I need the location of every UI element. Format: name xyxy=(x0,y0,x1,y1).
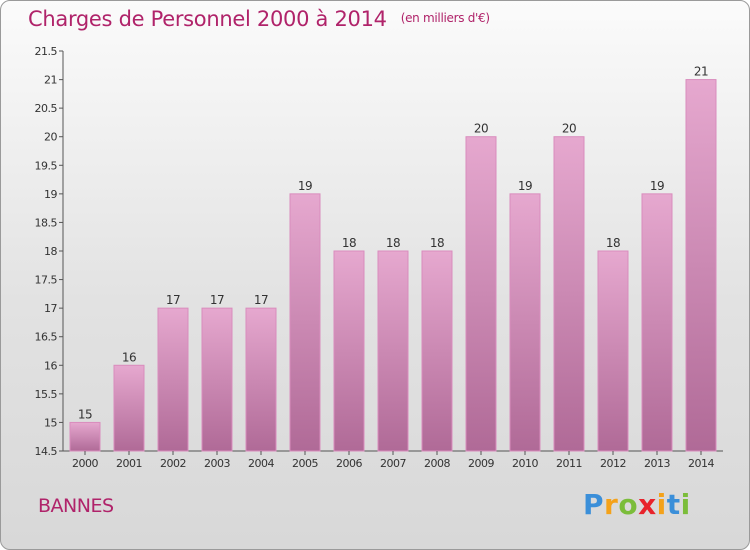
y-tick-label: 16 xyxy=(44,359,57,372)
bar xyxy=(157,307,189,452)
bar-value-label: 20 xyxy=(474,122,488,136)
y-tick-label: 15.5 xyxy=(35,388,58,401)
proxiti-logo: Proxiti xyxy=(583,488,691,521)
x-tick-label: 2011 xyxy=(556,457,582,470)
y-tick-label: 16.5 xyxy=(35,331,58,344)
x-tick-label: 2003 xyxy=(204,457,230,470)
bar xyxy=(421,250,453,452)
bar-value-label: 18 xyxy=(430,236,444,250)
bar-value-label: 18 xyxy=(386,236,400,250)
logo-letter: o xyxy=(618,488,639,521)
bar xyxy=(685,79,717,452)
y-tick-label: 15 xyxy=(44,416,57,429)
y-tick-label: 21.5 xyxy=(35,45,58,58)
x-tick-label: 2007 xyxy=(380,457,406,470)
bar xyxy=(553,136,585,452)
x-tick-label: 2001 xyxy=(116,457,142,470)
bar xyxy=(597,250,629,452)
bar-value-label: 17 xyxy=(166,293,180,307)
bar xyxy=(641,193,673,452)
x-tick-label: 2013 xyxy=(644,457,670,470)
bar xyxy=(113,364,145,452)
logo-letter: r xyxy=(604,488,619,521)
x-tick-label: 2014 xyxy=(688,457,714,470)
y-tick-label: 20 xyxy=(44,131,57,144)
x-tick-label: 2008 xyxy=(424,457,450,470)
logo-letter: i xyxy=(656,488,667,521)
logo-letter: t xyxy=(666,488,681,521)
bar-value-label: 19 xyxy=(298,179,312,193)
x-tick-label: 2002 xyxy=(160,457,186,470)
logo-letter: i xyxy=(680,488,691,521)
y-tick-label: 19 xyxy=(44,188,57,201)
x-tick-label: 2000 xyxy=(72,457,98,470)
logo-letter: x xyxy=(638,488,657,521)
chart-title-text: Charges de Personnel 2000 à 2014 xyxy=(28,7,387,31)
y-tick-label: 20.5 xyxy=(35,102,58,115)
bar xyxy=(333,250,365,452)
bar-value-label: 15 xyxy=(78,407,92,421)
bar xyxy=(289,193,321,452)
y-tick-label: 21 xyxy=(44,74,57,87)
x-tick-label: 2010 xyxy=(512,457,538,470)
x-tick-label: 2004 xyxy=(248,457,274,470)
y-tick-label: 18 xyxy=(44,245,57,258)
bar-value-label: 19 xyxy=(518,179,532,193)
x-tick-label: 2009 xyxy=(468,457,494,470)
bar xyxy=(377,250,409,452)
y-tick-label: 14.5 xyxy=(35,445,58,458)
chart-title: Charges de Personnel 2000 à 2014 (en mill… xyxy=(28,7,490,31)
x-tick-label: 2012 xyxy=(600,457,626,470)
bar-value-label: 18 xyxy=(342,236,356,250)
y-tick-label: 17.5 xyxy=(35,274,58,287)
commune-name: BANNES xyxy=(38,495,114,517)
x-tick-label: 2006 xyxy=(336,457,362,470)
bar-value-label: 16 xyxy=(122,350,136,364)
bar xyxy=(465,136,497,452)
y-tick-label: 19.5 xyxy=(35,159,58,172)
bar xyxy=(245,307,277,452)
bar-value-label: 19 xyxy=(650,179,664,193)
bar-value-label: 18 xyxy=(606,236,620,250)
y-tick-label: 18.5 xyxy=(35,216,58,229)
bar-value-label: 17 xyxy=(210,293,224,307)
logo-letter: P xyxy=(583,488,605,521)
bar-value-label: 17 xyxy=(254,293,268,307)
bar-value-label: 20 xyxy=(562,122,576,136)
bar xyxy=(69,421,101,452)
bar-value-label: 21 xyxy=(694,65,708,79)
chart-subtitle: (en milliers d'€) xyxy=(400,11,490,25)
y-tick-label: 17 xyxy=(44,302,57,315)
bar xyxy=(201,307,233,452)
x-tick-label: 2005 xyxy=(292,457,318,470)
bar xyxy=(509,193,541,452)
